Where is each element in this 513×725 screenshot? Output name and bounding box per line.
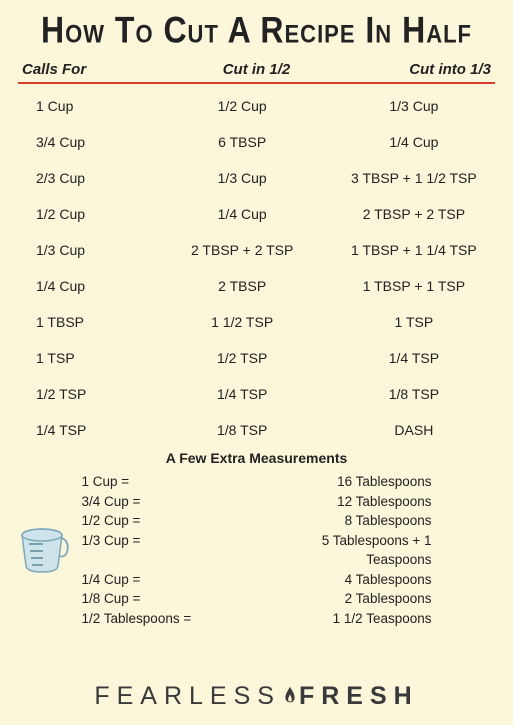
extras-row: 1/3 Cup =5 Tablespoons + 1 Teaspoons [82,531,432,570]
extras-right: 5 Tablespoons + 1 Teaspoons [264,531,432,570]
extras-left: 1/8 Cup = [82,589,264,609]
table-cell: 1 TBSP + 1 TSP [333,278,495,294]
header-divider [18,82,495,84]
footer-logo: FEARLESS FRESH [0,682,513,711]
extras-left: 1/4 Cup = [82,570,264,590]
table-cell: 1/3 Cup [152,170,333,186]
table-cell: 1 TSP [18,350,152,366]
extras-right: 12 Tablespoons [264,492,432,512]
extras-title: A Few Extra Measurements [18,450,495,466]
table-cell: 1/3 Cup [333,98,495,114]
table-cell: 2 TBSP + 2 TSP [152,242,333,258]
table-cell: 2 TBSP + 2 TSP [333,206,495,222]
extras-right: 4 Tablespoons [264,570,432,590]
table-row: 1/2 TSP1/4 TSP1/8 TSP [18,376,495,412]
table-cell: 1/4 Cup [333,134,495,150]
col-header-calls-for: Calls For [18,61,171,78]
extras-left: 1 Cup = [82,472,264,492]
footer-word1: FEARLESS [94,682,281,710]
table-header: Calls For Cut in 1/2 Cut into 1/3 [18,61,495,82]
extras-left: 1/3 Cup = [82,531,264,570]
extras-left: 1/2 Tablespoons = [82,609,264,629]
extras-left: 3/4 Cup = [82,492,264,512]
extras-table: 1 Cup =16 Tablespoons3/4 Cup =12 Tablesp… [82,472,432,629]
col-header-cut-third: Cut into 1/3 [342,61,495,78]
extras-row: 1 Cup =16 Tablespoons [82,472,432,492]
table-cell: 1 TSP [333,314,495,330]
table-cell: 1/4 Cup [18,278,152,294]
footer-word2: FRESH [299,682,419,710]
table-row: 1 TBSP1 1/2 TSP1 TSP [18,304,495,340]
extras-right: 8 Tablespoons [264,511,432,531]
table-cell: 3/4 Cup [18,134,152,150]
table-cell: DASH [333,422,495,438]
extras-row: 3/4 Cup =12 Tablespoons [82,492,432,512]
extras-right: 1 1/2 Teaspoons [264,609,432,629]
measuring-cup-icon [12,522,70,585]
table-cell: 1/4 TSP [152,386,333,402]
table-cell: 1 TBSP [18,314,152,330]
table-cell: 1/4 TSP [18,422,152,438]
extras-right: 16 Tablespoons [264,472,432,492]
table-row: 1/4 Cup2 TBSP1 TBSP + 1 TSP [18,268,495,304]
table-cell: 1/2 Cup [18,206,152,222]
table-row: 1/4 TSP1/8 TSPDASH [18,412,495,448]
extras-row: 1/8 Cup =2 Tablespoons [82,589,432,609]
table-row: 1/2 Cup1/4 Cup2 TBSP + 2 TSP [18,196,495,232]
table-cell: 1/8 TSP [333,386,495,402]
extras-row: 1/4 Cup =4 Tablespoons [82,570,432,590]
table-cell: 1 1/2 TSP [152,314,333,330]
table-cell: 3 TBSP + 1 1/2 TSP [333,170,495,186]
conversion-table: 1 Cup1/2 Cup1/3 Cup3/4 Cup6 TBSP1/4 Cup2… [18,88,495,448]
table-cell: 1/4 Cup [152,206,333,222]
extras-left: 1/2 Cup = [82,511,264,531]
table-cell: 1/2 TSP [152,350,333,366]
table-cell: 6 TBSP [152,134,333,150]
page-title: How To Cut A Recipe In Half [18,9,495,52]
table-row: 3/4 Cup6 TBSP1/4 Cup [18,124,495,160]
col-header-cut-half: Cut in 1/2 [171,61,343,78]
table-cell: 2 TBSP [152,278,333,294]
table-row: 2/3 Cup1/3 Cup3 TBSP + 1 1/2 TSP [18,160,495,196]
table-cell: 2/3 Cup [18,170,152,186]
extras-row: 1/2 Cup =8 Tablespoons [82,511,432,531]
table-row: 1 TSP1/2 TSP1/4 TSP [18,340,495,376]
extras-row: 1/2 Tablespoons =1 1/2 Teaspoons [82,609,432,629]
table-cell: 1/2 TSP [18,386,152,402]
extras-right: 2 Tablespoons [264,589,432,609]
table-cell: 1/8 TSP [152,422,333,438]
table-row: 1/3 Cup2 TBSP + 2 TSP1 TBSP + 1 1/4 TSP [18,232,495,268]
table-cell: 1 Cup [18,98,152,114]
table-cell: 1/2 Cup [152,98,333,114]
table-cell: 1/4 TSP [333,350,495,366]
table-cell: 1/3 Cup [18,242,152,258]
table-row: 1 Cup1/2 Cup1/3 Cup [18,88,495,124]
table-cell: 1 TBSP + 1 1/4 TSP [333,242,495,258]
